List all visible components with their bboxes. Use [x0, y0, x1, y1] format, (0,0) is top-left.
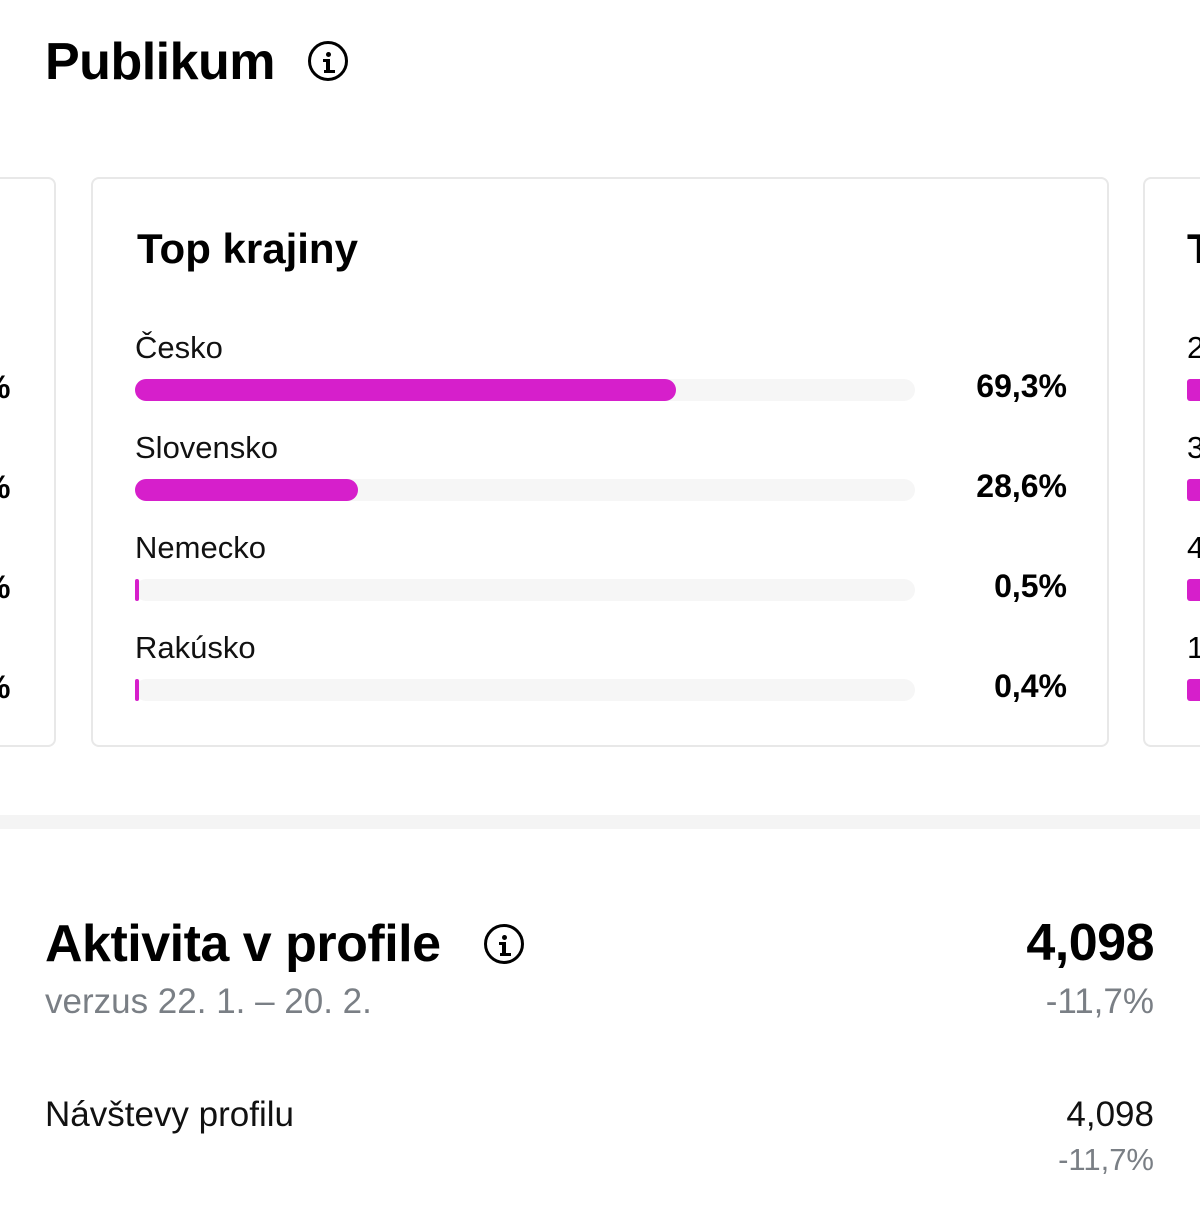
country-bar-track [135, 379, 915, 401]
country-bar-fill [135, 579, 139, 601]
audience-card-previous[interactable]: % % % % [0, 177, 56, 747]
page-title: Publikum [45, 33, 276, 91]
country-bar-fill [135, 679, 139, 701]
country-label: Nemecko [135, 530, 266, 565]
audience-card-next[interactable]: T 2 3 4 1 [1143, 177, 1200, 747]
peek-title: T [1187, 225, 1200, 273]
country-bar-fill [135, 479, 359, 501]
profile-visits-label[interactable]: Návštevy profilu [45, 1095, 294, 1134]
country-label: Česko [135, 330, 223, 365]
info-icon[interactable] [308, 41, 348, 81]
comparison-period: verzus 22. 1. – 20. 2. [45, 982, 372, 1021]
country-bar-track [135, 679, 915, 701]
peek-bar [1187, 379, 1200, 401]
peek-label: 3 [1187, 430, 1200, 466]
peek-percent: % [0, 569, 10, 606]
peek-label: 1 [1187, 630, 1200, 666]
country-bar-track [135, 479, 915, 501]
country-row: Nemecko 0,5% [135, 530, 1067, 620]
activity-total: 4,098 [1026, 914, 1154, 972]
peek-bar [1187, 579, 1200, 601]
peek-label: 2 [1187, 330, 1200, 366]
peek-bar [1187, 479, 1200, 501]
country-percent: 0,5% [994, 568, 1067, 604]
activity-total-change: -11,7% [1045, 982, 1154, 1021]
country-row: Slovensko 28,6% [135, 430, 1067, 520]
section-divider [0, 815, 1200, 829]
country-row: Rakúsko 0,4% [135, 630, 1067, 720]
country-label: Rakúsko [135, 630, 256, 665]
section-title: Aktivita v profile [45, 915, 441, 973]
peek-percent: % [0, 669, 10, 706]
country-bar-fill [135, 379, 676, 401]
info-icon[interactable] [484, 924, 524, 964]
country-percent: 28,6% [976, 468, 1067, 504]
profile-visits-value: 4,098 [1066, 1095, 1154, 1134]
peek-percent: % [0, 469, 10, 506]
peek-percent: % [0, 369, 10, 406]
country-bar-track [135, 579, 915, 601]
card-title: Top krajiny [137, 225, 358, 272]
top-countries-card[interactable]: Top krajiny Česko 69,3% Slovensko 28,6% … [91, 177, 1109, 747]
profile-visits-change: -11,7% [1058, 1142, 1154, 1177]
peek-bar [1187, 679, 1200, 701]
country-percent: 0,4% [994, 668, 1067, 704]
peek-label: 4 [1187, 530, 1200, 566]
country-row: Česko 69,3% [135, 330, 1067, 420]
country-percent: 69,3% [976, 368, 1067, 404]
country-label: Slovensko [135, 430, 279, 465]
